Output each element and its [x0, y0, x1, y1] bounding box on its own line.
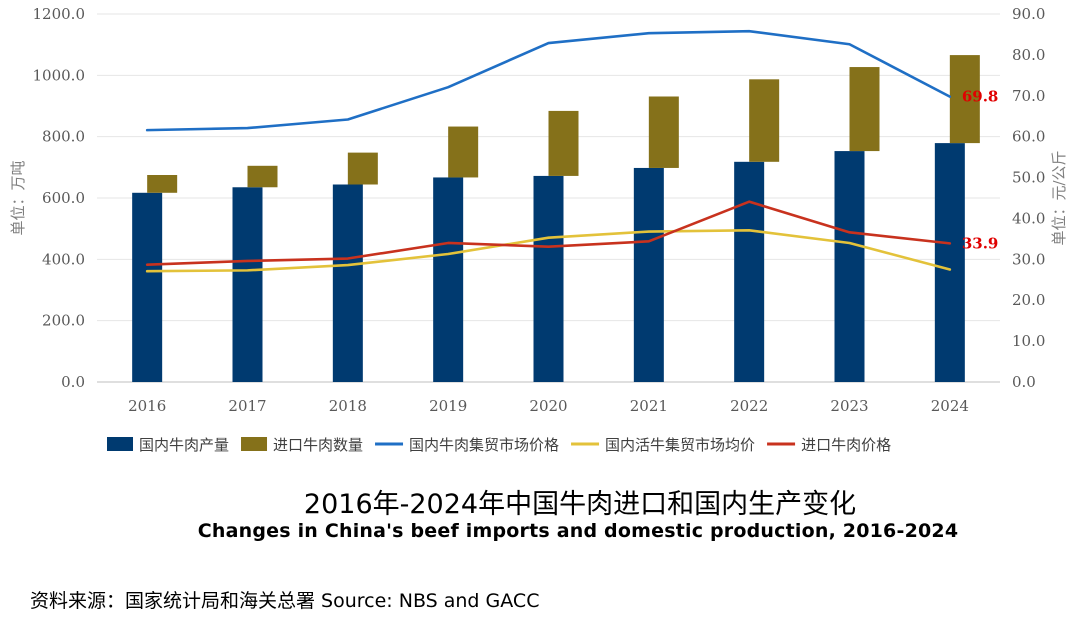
legend-label: 国内活牛集贸市场均价 [605, 436, 755, 454]
line-series [145, 29, 952, 132]
bar-import-quantity [247, 165, 278, 188]
bar-import-quantity [648, 96, 679, 168]
bar-domestic-production [533, 175, 564, 382]
data-label: 69.8 [962, 88, 999, 106]
y-right-tick-label: 70.0 [1012, 87, 1045, 105]
line-series [145, 200, 952, 266]
line-series [145, 229, 952, 273]
bar-domestic-production [332, 184, 363, 382]
bar-domestic-production [633, 167, 664, 382]
x-tick-label: 2017 [228, 397, 266, 415]
y-right-tick-label: 40.0 [1012, 209, 1045, 227]
legend: 国内牛肉产量 进口牛肉数量 国内牛肉集贸市场价格 国内活牛集贸市场均价 进口牛肉价格 [107, 436, 891, 454]
y-right-tick-label: 10.0 [1012, 332, 1045, 350]
y-right-tick-label: 20.0 [1012, 291, 1045, 309]
y-right-tick-label: 90.0 [1012, 5, 1045, 23]
x-tick-label: 2021 [630, 397, 668, 415]
y-left-tick-label: 1200.0 [33, 5, 86, 23]
x-tick-label: 2024 [931, 397, 969, 415]
y-right-tick-label: 50.0 [1012, 169, 1045, 187]
bar-domestic-production [934, 143, 965, 382]
x-tick-label: 2019 [429, 397, 467, 415]
data-label: 33.9 [962, 234, 999, 252]
y-left-tick-label: 200.0 [42, 312, 85, 330]
bar-domestic-production [734, 161, 765, 382]
y-right-tick-label: 80.0 [1012, 46, 1045, 64]
x-tick-label: 2023 [830, 397, 868, 415]
y-left-axis-title: 单位：万吨 [9, 160, 27, 235]
y-right-tick-label: 60.0 [1012, 128, 1045, 146]
bar-import-quantity [949, 55, 980, 144]
bar-import-quantity [548, 110, 579, 176]
chart-title: 2016年-2024年中国牛肉进口和国内生产变化 [303, 489, 857, 520]
lines [145, 29, 952, 273]
x-tick-label: 2016 [128, 397, 166, 415]
bar-import-quantity [448, 126, 479, 178]
y-left-tick-label: 1000.0 [33, 66, 86, 84]
y-left-tick-label: 0.0 [61, 373, 85, 391]
y-right-axis-title: 单位：元/公斤 [1050, 150, 1068, 245]
y-left-tick-label: 400.0 [42, 250, 85, 268]
bar-domestic-production [132, 192, 163, 382]
x-tick-label: 2018 [329, 397, 367, 415]
bar-domestic-production [232, 187, 263, 382]
bar-domestic-production [433, 177, 464, 382]
bar-import-quantity [347, 152, 378, 185]
labels: 0.0 200.0 400.0 600.0 800.0 1000.0 1200.0 0.0 10… [9, 5, 1068, 415]
bar-import-quantity [849, 67, 880, 152]
y-left-tick-label: 800.0 [42, 128, 85, 146]
source-note: 资料来源：国家统计局和海关总署 Source: NBS and GACC [30, 590, 540, 612]
chart-subtitle: Changes in China's beef imports and dome… [197, 520, 959, 542]
legend-swatch [241, 437, 268, 451]
y-right-tick-label: 30.0 [1012, 250, 1045, 268]
x-tick-label: 2022 [730, 397, 768, 415]
y-right-tick-label: 0.0 [1012, 373, 1036, 391]
bars [132, 55, 980, 382]
legend-swatch [107, 437, 133, 451]
legend-label: 进口牛肉价格 [801, 436, 891, 454]
bar-import-quantity [147, 175, 178, 193]
y-left-tick-label: 600.0 [42, 189, 85, 207]
legend-label: 国内牛肉产量 [139, 436, 229, 454]
x-tick-label: 2020 [529, 397, 567, 415]
legend-label: 国内牛肉集贸市场价格 [409, 436, 559, 454]
bar-import-quantity [749, 79, 780, 162]
legend-label: 进口牛肉数量 [273, 436, 363, 454]
bar-domestic-production [834, 151, 865, 382]
chart: 0.0 200.0 400.0 600.0 800.0 1000.0 1200.0 0.0 10… [9, 5, 1068, 454]
